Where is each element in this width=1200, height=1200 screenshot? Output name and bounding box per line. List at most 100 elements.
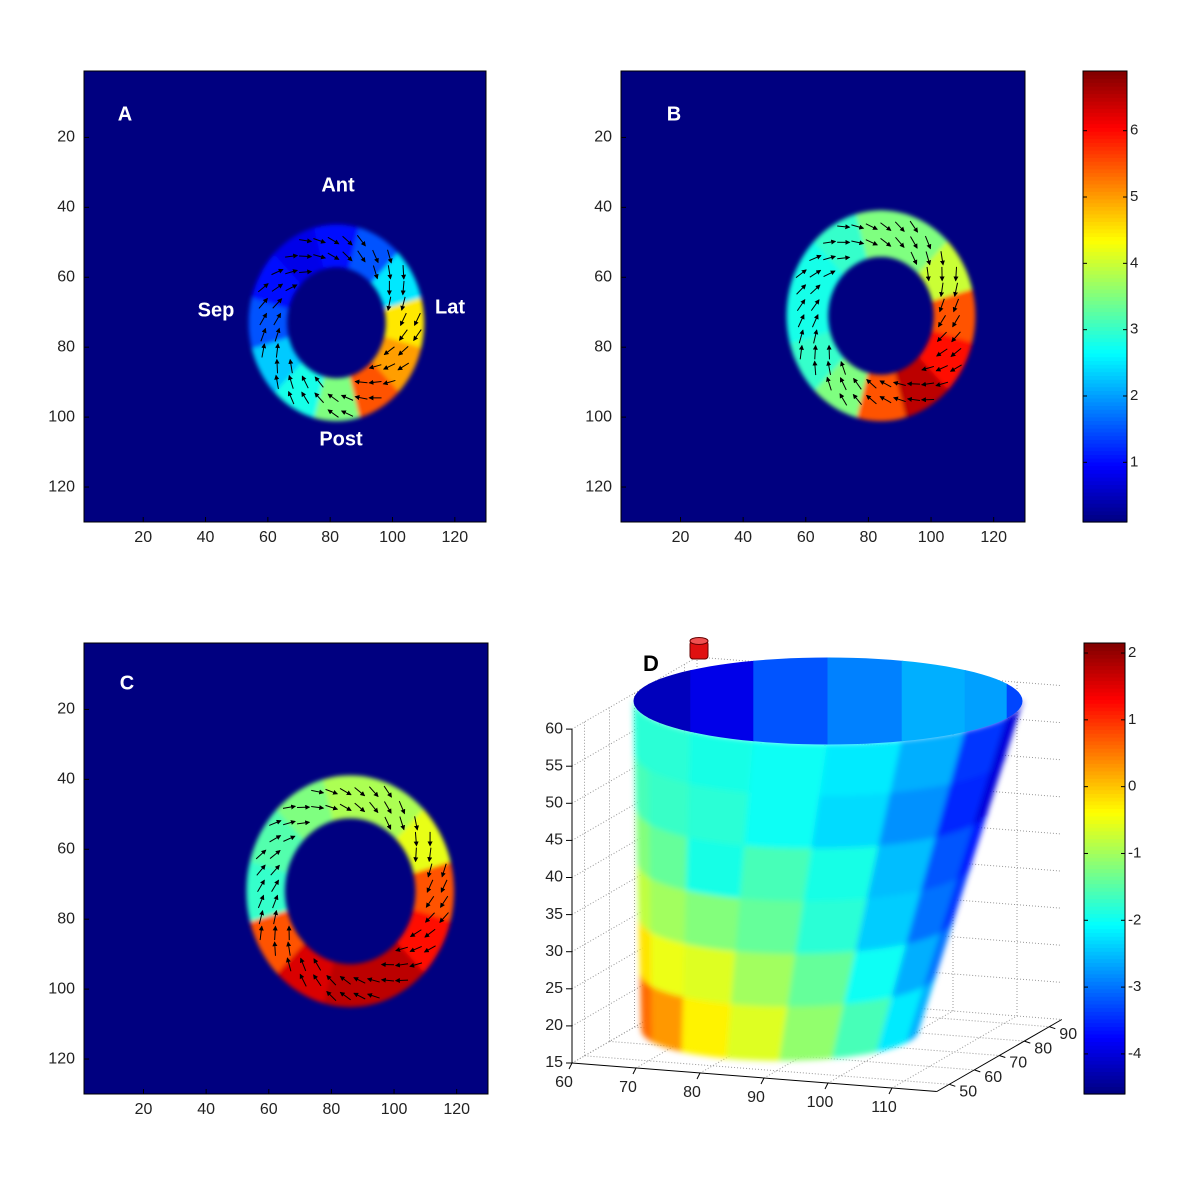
arrow [809,254,822,262]
colorbar-swatch [1083,149,1127,155]
arrow [384,816,392,830]
colorbar-swatch [1083,202,1127,207]
colorbar-swatch [1084,759,1125,764]
colorbar-swatch [1083,450,1127,455]
colorbar-swatch [1083,112,1127,117]
colorbar-swatch [1083,480,1127,486]
arrow [409,929,422,938]
colorbar-swatch [1084,823,1125,828]
colorbar-swatch [1083,93,1127,98]
colorbar-swatch [1084,782,1125,787]
colorbar-swatch [1084,838,1125,843]
colorbar-swatch [1084,815,1125,821]
arrow [409,945,422,953]
colorbar-swatch [1084,939,1125,945]
arrow [413,831,419,847]
arrow [866,394,877,405]
surface-panel: 15 20 25 30 35 40 45 50 55 60 60 70 80 90 100 110 50 60 70… [545,651,1077,1116]
arrow [399,816,406,831]
colorbar-swatch [1083,446,1127,452]
heatmap-panel: 20 40 60 80 100 120 20 40 60 80 100 120 B [585,70,1026,546]
surface-inner-patch [901,660,966,742]
arrow [275,343,281,358]
ring-sector [371,252,422,309]
y-tick-label: 40 [57,771,75,788]
arrow [397,362,410,371]
y-tick-label: 40 [57,199,75,216]
x-tick-label: 80 [321,529,339,546]
arrow [272,298,283,309]
arrow [910,236,918,249]
colorbar-swatch [1083,247,1127,252]
colorbar-swatch [1084,992,1125,997]
x-tick-label: 60 [797,529,815,546]
y-tick-label: 100 [48,980,75,997]
colorbar-swatch [1084,778,1125,783]
colorbar-tick-label: 3 [1130,321,1138,338]
arrow [383,801,392,814]
y-tick-label: 70 [1009,1055,1027,1072]
arrow [413,329,422,342]
colorbar-swatch [1083,367,1127,373]
arrow [837,255,851,261]
arrow [812,344,818,360]
colorbar-swatch [1083,488,1127,493]
colorbar-swatch [1083,469,1127,474]
arrow [272,894,279,909]
surface-inner-patch [690,660,755,742]
x-tick-label: 100 [381,1101,408,1118]
arrow [286,957,292,972]
arrow [395,946,408,952]
arrow [327,236,340,245]
colorbar-frame [1082,70,1128,523]
colorbar-swatch [1084,985,1125,990]
colorbar-swatch [1084,947,1125,952]
colorbar-swatch [1083,315,1127,320]
arrow [938,315,946,328]
colorbar-swatch [1084,1022,1125,1027]
colorbar-swatch [1083,397,1127,403]
arrow [269,819,282,826]
surface-inner-patch [827,657,903,745]
arrow [909,220,919,233]
arrow [414,312,421,327]
colorbar-swatch [1084,879,1125,885]
colorbar-swatch [1084,767,1125,772]
colorbar-swatch [1084,943,1125,949]
colorbar-swatch [1084,842,1125,847]
colorbar-tick-label: 2 [1128,644,1136,661]
arrow [837,224,851,230]
z-tick-label: 55 [545,757,563,774]
colorbar-swatch [1083,326,1127,331]
colorbar-swatch [1084,1030,1125,1035]
arrow [424,928,436,938]
colorbar-swatch [1083,243,1127,249]
colorbar-swatch [1083,304,1127,309]
axis-line [571,1062,937,1092]
arrow [426,863,433,878]
arrow [798,329,805,344]
surface-inner-patch [753,657,829,745]
x-tick-label: 90 [747,1089,765,1106]
annotation: Ant [321,174,355,196]
colorbar-swatch [1084,921,1125,926]
arrow [299,957,307,972]
colorbar-swatch [1084,909,1125,915]
arrow [953,266,959,282]
surface-patch [811,792,892,851]
arrow [286,941,292,956]
colorbar-swatch [1084,1045,1125,1050]
colorbar-swatch [1084,714,1125,719]
colorbar-swatch [1084,860,1125,866]
colorbar-swatch [1083,273,1127,279]
arrow [299,973,307,987]
arrow [288,358,294,374]
x-tick-label: 120 [443,1101,470,1118]
panel-label: D [643,651,659,676]
colorbar-swatch [1083,405,1127,410]
x-tick-label: 20 [135,1101,153,1118]
x-tick-label: 60 [555,1074,573,1091]
y-tick [949,1083,956,1087]
arrow [285,269,298,275]
x-tick-label: 120 [980,529,1007,546]
